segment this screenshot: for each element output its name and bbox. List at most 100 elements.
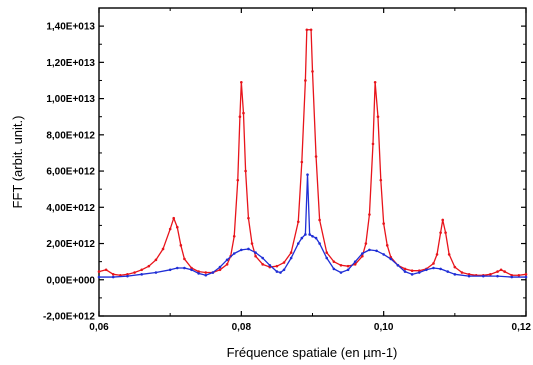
y-axis-title: FFT (arbit. unit.) [10, 116, 25, 209]
x-axis-title: Fréquence spatiale (en µm-1) [227, 345, 398, 360]
data-point [353, 260, 357, 263]
data-point [197, 270, 200, 273]
data-point [225, 258, 229, 262]
y-tick-label: 2,00E+012 [46, 239, 95, 250]
data-point [140, 268, 143, 272]
data-point [376, 115, 380, 119]
data-point [510, 275, 514, 279]
data-point [204, 271, 208, 274]
data-point [97, 275, 101, 279]
data-point [133, 271, 136, 274]
series-line-2 [99, 174, 526, 278]
data-point [417, 271, 421, 274]
series-layer [97, 28, 528, 279]
data-point [346, 268, 350, 272]
data-point [432, 266, 435, 270]
data-point [389, 257, 393, 261]
data-point [410, 273, 414, 276]
data-point [373, 80, 377, 84]
data-point [403, 267, 407, 271]
data-point [379, 178, 383, 182]
data-point [242, 111, 245, 115]
data-point [453, 273, 457, 276]
data-point [325, 256, 329, 260]
data-point [439, 231, 442, 234]
data-point [154, 271, 158, 274]
data-point [432, 262, 435, 265]
data-point [353, 263, 357, 266]
data-point [496, 274, 499, 278]
data-point [368, 213, 371, 216]
data-point [447, 253, 451, 256]
data-point [441, 218, 445, 222]
y-tick-label: 1,20E+013 [46, 58, 95, 69]
data-point [147, 264, 151, 268]
y-tick-label: -2,00E+012 [43, 312, 95, 323]
y-tick-label: 1,00E+013 [46, 94, 95, 105]
data-point [261, 256, 264, 260]
data-point [453, 265, 457, 269]
data-point [311, 70, 314, 73]
data-point [247, 247, 250, 251]
data-point [244, 169, 247, 173]
data-point [175, 266, 179, 270]
data-point [218, 265, 222, 269]
data-point [314, 155, 318, 158]
y-tick-label: 1,40E+013 [46, 22, 95, 33]
data-point [279, 271, 282, 274]
data-point [444, 231, 447, 234]
data-point [232, 234, 236, 238]
data-point [308, 233, 311, 236]
data-point [332, 267, 336, 271]
data-point [268, 263, 272, 267]
y-tick-label: 4,00E+012 [46, 203, 95, 214]
data-point [183, 257, 186, 261]
data-point [503, 270, 506, 273]
data-point [339, 271, 343, 274]
data-point [368, 248, 371, 252]
data-point [97, 270, 101, 273]
x-tick-label: 0,10 [374, 322, 394, 333]
data-point [460, 271, 464, 274]
data-point [524, 273, 528, 276]
data-point [126, 273, 129, 276]
data-point [410, 269, 414, 273]
data-point [261, 263, 264, 266]
data-point [190, 266, 193, 270]
data-point [161, 247, 165, 251]
data-point [300, 160, 304, 164]
data-point [375, 249, 378, 253]
data-point [289, 256, 293, 260]
data-point [467, 274, 471, 278]
data-point [254, 251, 257, 254]
data-point [240, 80, 243, 84]
data-point [306, 173, 309, 176]
data-point [314, 236, 318, 240]
data-point [417, 269, 421, 273]
data-point [296, 242, 300, 245]
data-point [425, 268, 428, 272]
data-point [396, 263, 400, 267]
data-point [361, 252, 364, 255]
data-point [282, 261, 286, 264]
data-point [332, 260, 336, 263]
data-point [168, 227, 172, 231]
data-point [275, 264, 279, 268]
data-point [218, 268, 222, 272]
data-point [524, 275, 528, 279]
data-point [482, 274, 485, 278]
data-point [325, 251, 329, 254]
data-point [247, 216, 250, 220]
data-point [225, 263, 229, 266]
data-point [296, 220, 300, 224]
data-point [183, 266, 186, 270]
data-point [346, 264, 350, 268]
data-point [204, 273, 208, 277]
data-point [300, 236, 304, 240]
x-tick-label: 0,06 [89, 322, 109, 333]
data-point [232, 252, 236, 255]
data-point [154, 258, 158, 262]
data-point [119, 273, 122, 277]
data-point [361, 254, 364, 258]
data-point [111, 275, 115, 279]
